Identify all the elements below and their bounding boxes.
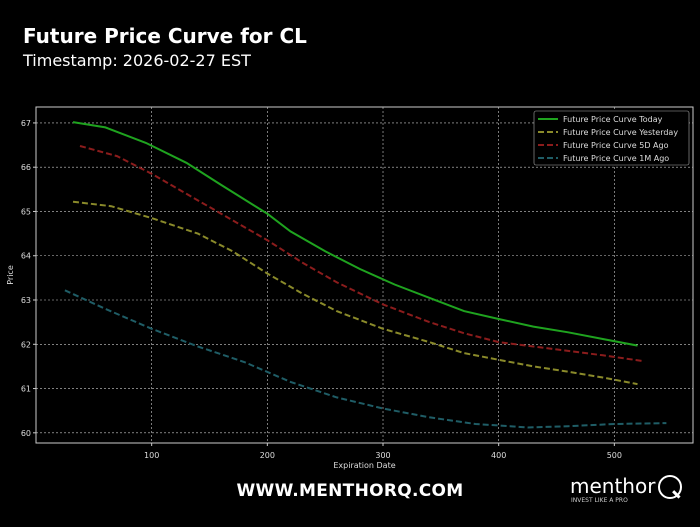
x-tick-label: 400 bbox=[491, 451, 506, 460]
logo-q-icon bbox=[658, 475, 682, 499]
legend-box bbox=[533, 110, 690, 166]
series-line bbox=[64, 289, 667, 429]
series-line bbox=[79, 145, 644, 363]
timestamp: Timestamp: 2026-02-27 EST bbox=[23, 51, 251, 70]
y-tick-label: 64 bbox=[21, 252, 31, 261]
x-tick-label: 500 bbox=[607, 451, 622, 460]
y-tick-label: 62 bbox=[21, 340, 31, 349]
y-axis-label: Price bbox=[6, 265, 15, 285]
website-watermark: WWW.MENTHORQ.COM bbox=[236, 481, 464, 501]
legend-entry: Future Price Curve 1M Ago bbox=[563, 154, 669, 163]
x-tick-label: 300 bbox=[375, 451, 390, 460]
y-tick-label: 60 bbox=[21, 429, 31, 438]
series-line bbox=[72, 121, 638, 347]
y-tick-label: 63 bbox=[21, 296, 31, 305]
legend-entry: Future Price Curve Today bbox=[563, 115, 663, 124]
y-tick-label: 65 bbox=[21, 207, 31, 216]
x-tick-label: 200 bbox=[260, 451, 275, 460]
menthorq-logo: menthor INVEST LIKE A PRO bbox=[570, 474, 690, 504]
legend-entry: Future Price Curve Yesterday bbox=[563, 128, 678, 137]
plot-frame bbox=[35, 106, 694, 444]
chart-title: Future Price Curve for CL bbox=[23, 24, 307, 48]
x-axis-label: Expiration Date bbox=[333, 461, 395, 470]
series-line bbox=[72, 200, 638, 386]
logo-tagline: INVEST LIKE A PRO bbox=[571, 497, 628, 504]
x-tick-label: 100 bbox=[144, 451, 159, 460]
y-tick-label: 67 bbox=[21, 119, 31, 128]
logo-word: menthor bbox=[570, 474, 656, 498]
y-tick-label: 61 bbox=[21, 385, 31, 394]
legend-entry: Future Price Curve 5D Ago bbox=[563, 141, 669, 150]
y-tick-label: 66 bbox=[21, 163, 31, 172]
